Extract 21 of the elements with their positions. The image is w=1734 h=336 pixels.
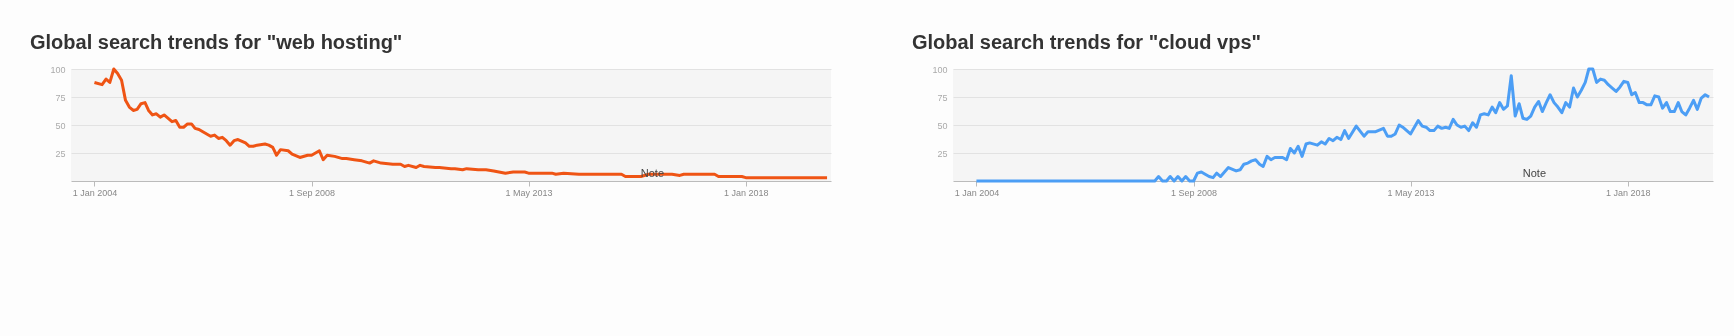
x-tick-label: 1 May 2013 bbox=[1387, 187, 1435, 198]
line-series bbox=[974, 67, 1711, 183]
y-tick-label: 100 bbox=[932, 64, 948, 75]
chart-title: Global search trends for "web hosting" bbox=[29, 31, 403, 53]
line-series bbox=[92, 67, 829, 180]
annotation: Note bbox=[1522, 167, 1547, 179]
y-tick-label: 75 bbox=[55, 92, 66, 103]
y-tick-label: 50 bbox=[937, 120, 948, 131]
x-tick-label: 1 Jan 2004 bbox=[954, 187, 1000, 198]
y-tick-label: 75 bbox=[937, 92, 948, 103]
x-tick-label: 1 Sep 2008 bbox=[289, 187, 336, 198]
chart-title: Global search trends for "cloud vps" bbox=[911, 31, 1262, 53]
x-tick-label: 1 Sep 2008 bbox=[1171, 187, 1218, 198]
x-tick-label: 1 Jan 2018 bbox=[1606, 187, 1651, 198]
x-tick-label: 1 May 2013 bbox=[505, 187, 553, 198]
y-tick-label: 50 bbox=[55, 120, 66, 131]
y-tick-label: 25 bbox=[937, 148, 948, 159]
y-tick-label: 100 bbox=[50, 64, 66, 75]
y-tick-label: 25 bbox=[55, 148, 66, 159]
x-tick-label: 1 Jan 2004 bbox=[72, 187, 118, 198]
x-tick-label: 1 Jan 2018 bbox=[724, 187, 769, 198]
